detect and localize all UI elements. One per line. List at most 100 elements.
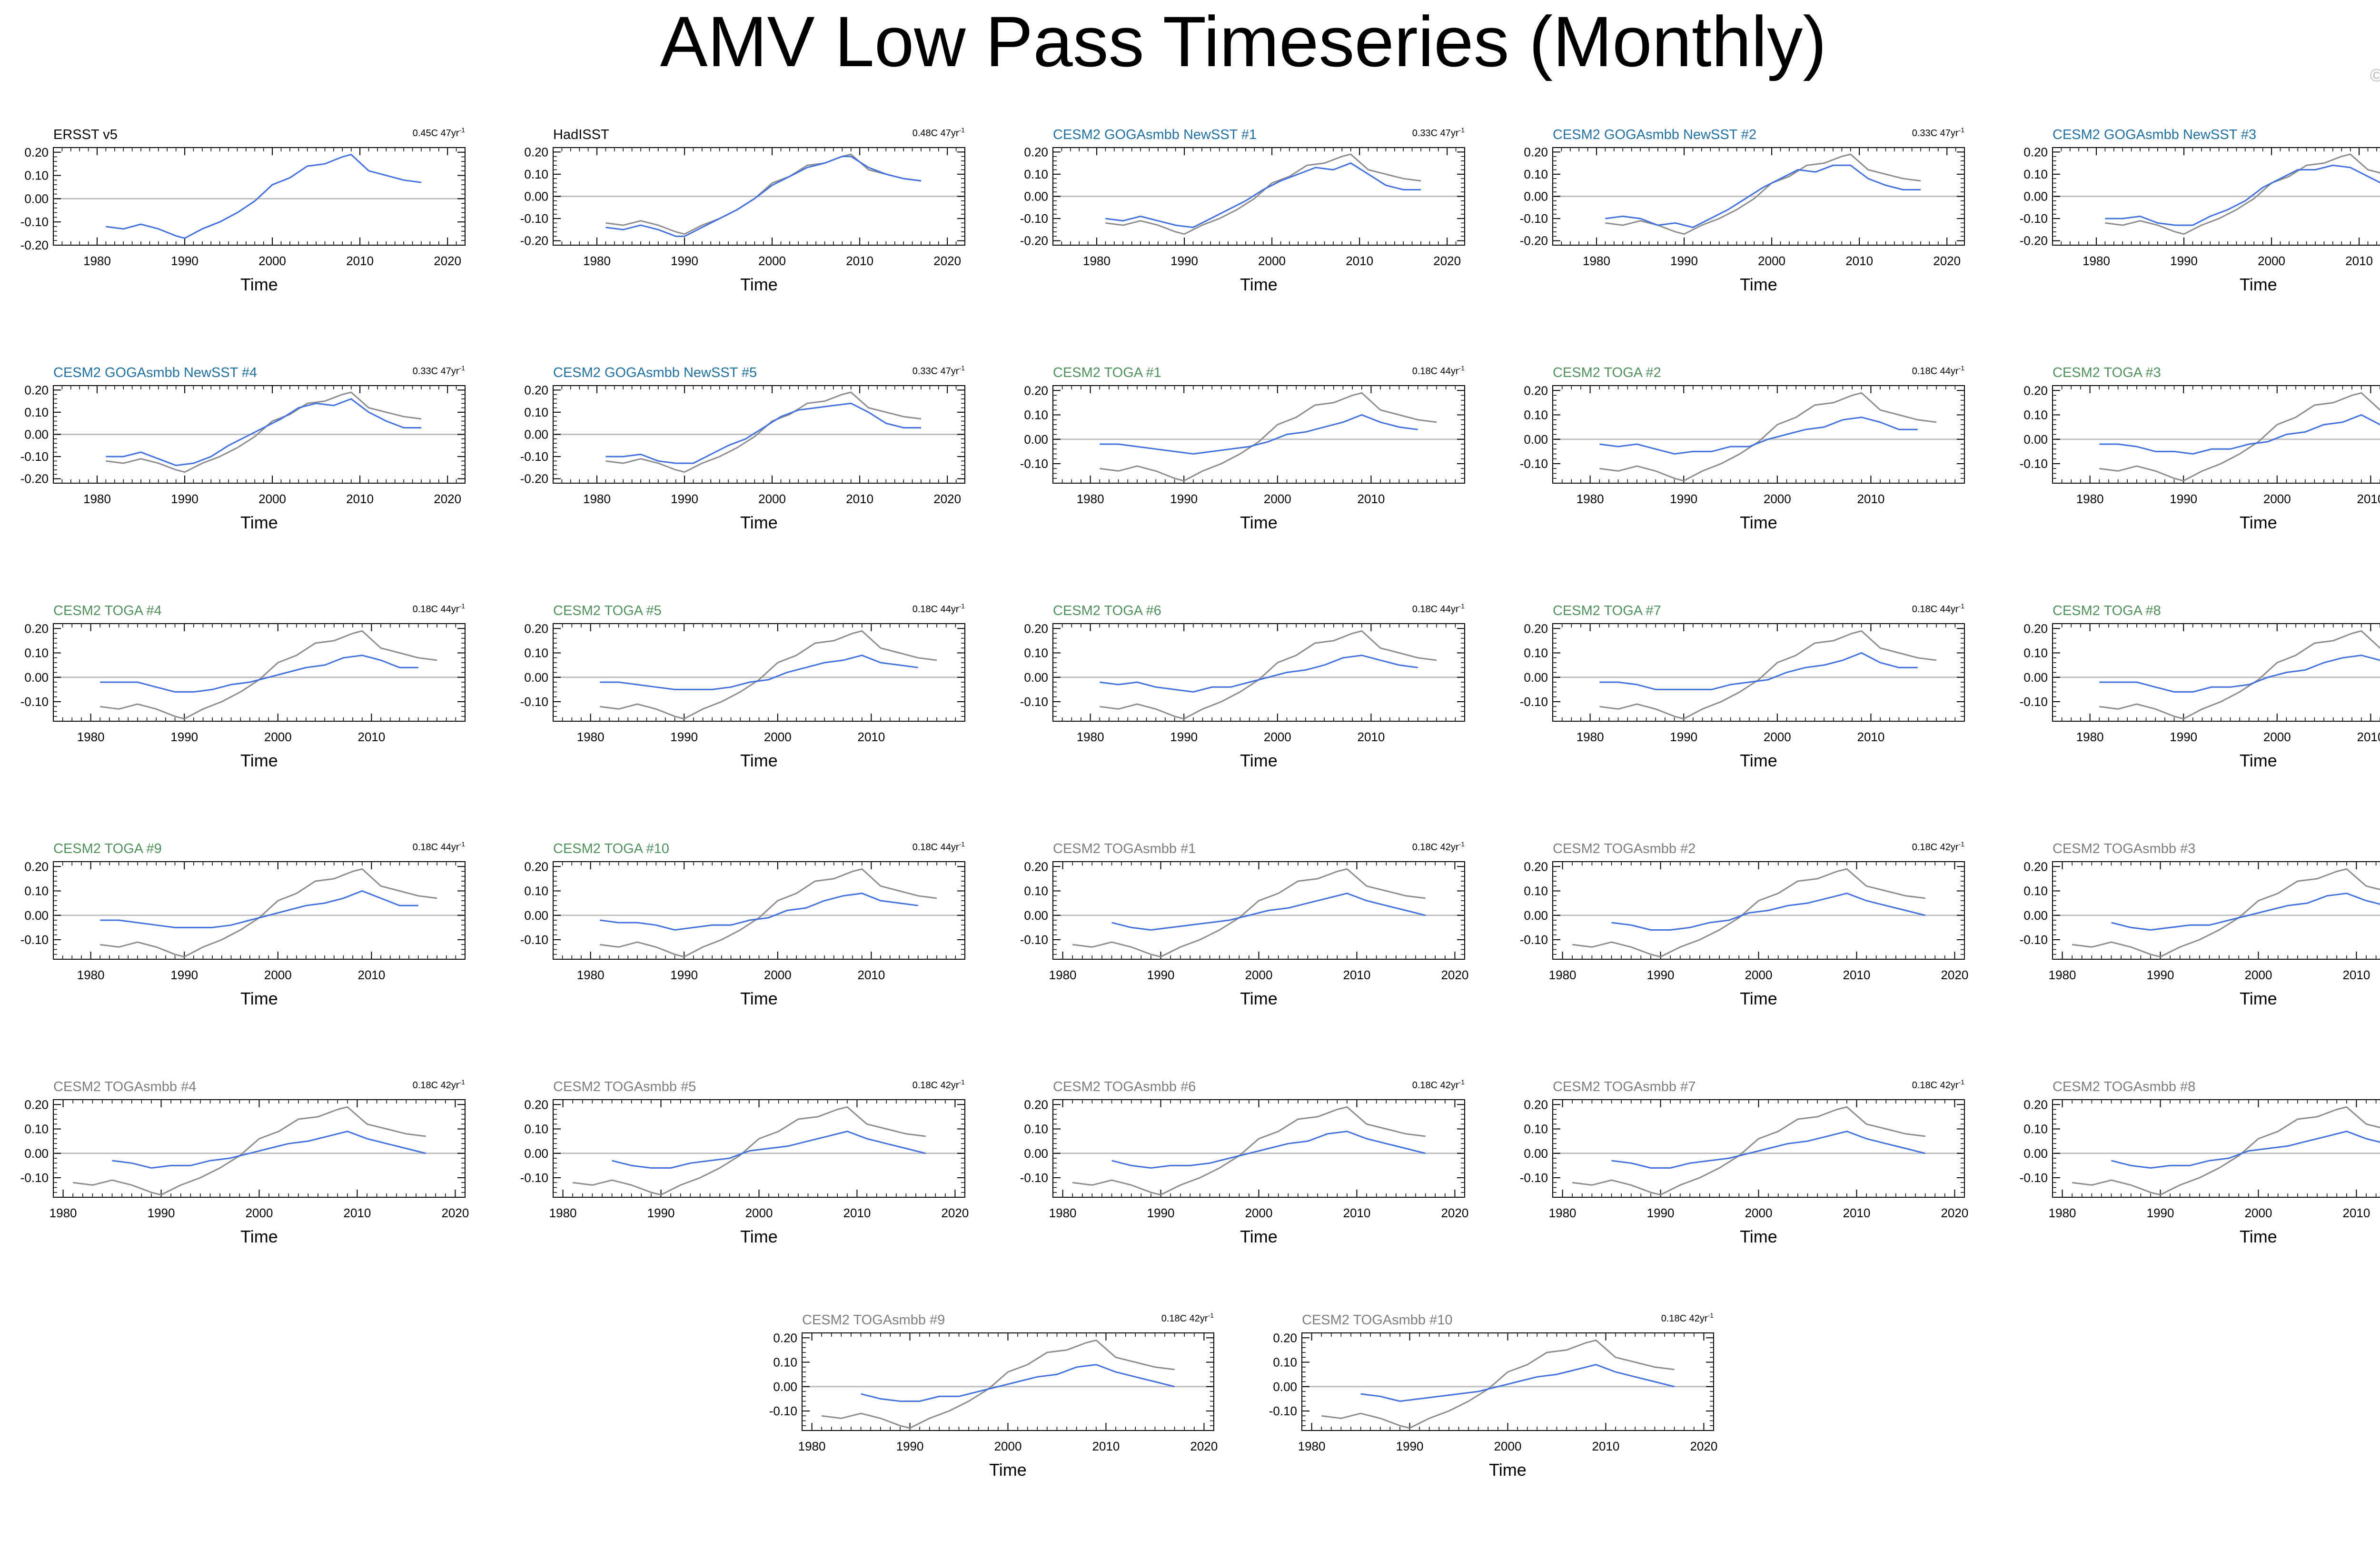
x-axis-label: Time	[2240, 1227, 2277, 1246]
y-tick-label: -0.20	[520, 234, 548, 248]
x-tick-label: 2000	[2245, 1206, 2272, 1220]
x-axis-label: Time	[1740, 989, 1777, 1008]
y-tick-label: 0.20	[1524, 1097, 1548, 1112]
trend-exponent: -1	[1459, 126, 1465, 134]
reference-series-line	[1599, 392, 1937, 482]
panel-trend: 0.18C 44yr-1	[1412, 602, 1465, 615]
x-tick-label: 1990	[171, 254, 198, 268]
x-tick-label: 2010	[2357, 730, 2380, 744]
x-tick-label: 1990	[1170, 254, 1198, 268]
y-tick-label: 0.20	[1273, 1331, 1297, 1345]
x-tick-label: 1980	[583, 492, 611, 506]
data-series-line	[1100, 414, 1418, 455]
x-tick-label: 1990	[2170, 730, 2197, 744]
y-tick-label: 0.00	[773, 1380, 797, 1394]
trend-exponent: -1	[959, 364, 965, 372]
y-tick-label: 0.10	[524, 167, 548, 181]
x-tick-label: 1980	[83, 492, 111, 506]
data-series-line	[100, 890, 418, 928]
y-tick-label: -0.20	[20, 472, 49, 486]
x-tick-label: 1980	[2076, 730, 2104, 744]
x-tick-label: 1990	[1670, 492, 1697, 506]
panel-label: CESM2 TOGA #10	[553, 841, 669, 856]
plot-frame	[553, 861, 965, 960]
chart-panel: 1980 1990 2000 2010 -0.10 0.00 0.10 0.20 Time CES…	[20, 840, 466, 1008]
panel-label: CESM2 TOGAsmbb #10	[1302, 1312, 1452, 1328]
x-tick-label: 1980	[1549, 1206, 1577, 1220]
x-axis-label: Time	[1740, 513, 1777, 532]
chart-panel: 1980 1990 2000 2010 -0.10 0.00 0.10 0.20 Time CES…	[1020, 364, 1465, 532]
x-tick-label: 2010	[1592, 1439, 1620, 1453]
x-axis-label: Time	[740, 751, 778, 770]
panel-label: CESM2 GOGAsmbb NewSST #4	[53, 365, 257, 380]
x-axis-label: Time	[2240, 513, 2277, 532]
panel-label: CESM2 GOGAsmbb NewSST #5	[553, 365, 757, 380]
data-series-line	[2111, 893, 2380, 931]
y-tick-label: 0.10	[2023, 1122, 2048, 1136]
y-tick-label: -0.10	[2020, 1171, 2048, 1185]
x-tick-label: 2020	[1933, 254, 1961, 268]
plot-frame	[53, 147, 466, 246]
x-tick-label: 2010	[857, 968, 885, 982]
x-axis-label: Time	[1740, 275, 1777, 294]
x-tick-label: 2020	[1441, 968, 1468, 982]
x-axis-label: Time	[240, 275, 278, 294]
y-tick-label: -0.10	[1269, 1404, 1297, 1418]
y-tick-label: 0.00	[1024, 189, 1048, 204]
x-tick-label: 2010	[344, 1206, 371, 1220]
trend-exponent: -1	[459, 126, 466, 134]
y-tick-label: 0.10	[24, 1122, 49, 1136]
data-series-line	[2099, 655, 2380, 693]
panel-trend: 0.18C 44yr-1	[413, 602, 466, 615]
data-series-line	[2099, 414, 2380, 455]
x-tick-label: 1980	[577, 730, 605, 744]
panel-trend: 0.48C 47yr-1	[912, 126, 965, 139]
x-tick-label: 2010	[1843, 968, 1871, 982]
y-tick-label: 0.20	[2023, 145, 2048, 159]
panel-trend: 0.33C 47yr-1	[1412, 126, 1465, 139]
x-tick-label: 1990	[1647, 1206, 1675, 1220]
reference-series-line	[1100, 630, 1437, 720]
x-tick-label: 1990	[148, 1206, 175, 1220]
data-series-line	[2111, 1131, 2380, 1169]
y-tick-label: -0.20	[1020, 234, 1048, 248]
x-tick-label: 2000	[2245, 968, 2272, 982]
trend-exponent: -1	[959, 602, 965, 610]
trend-exponent: -1	[1459, 840, 1465, 848]
panel-trend: 0.18C 44yr-1	[912, 602, 965, 615]
x-tick-label: 2000	[258, 492, 286, 506]
y-tick-label: 0.00	[1024, 1146, 1048, 1161]
x-tick-label: 2010	[2343, 968, 2370, 982]
y-tick-label: 0.10	[2023, 884, 2048, 898]
x-tick-label: 2020	[933, 492, 961, 506]
x-tick-label: 2000	[264, 730, 292, 744]
panel-trend: 0.18C 42yr-1	[1661, 1312, 1714, 1324]
x-tick-label: 2010	[1346, 254, 1373, 268]
data-series-line	[1599, 652, 1918, 690]
x-axis-label: Time	[240, 1227, 278, 1246]
x-tick-label: 1990	[2170, 254, 2198, 268]
y-tick-label: -0.10	[1020, 1171, 1048, 1185]
x-tick-label: 2000	[1764, 730, 1791, 744]
y-tick-label: 0.20	[524, 859, 548, 874]
y-tick-label: -0.10	[20, 1171, 49, 1185]
reference-series-line	[600, 630, 937, 720]
x-tick-label: 2020	[1433, 254, 1461, 268]
x-tick-label: 2020	[441, 1206, 469, 1220]
y-tick-label: 0.00	[24, 191, 49, 206]
y-tick-label: 0.20	[24, 1097, 49, 1112]
panel-trend: 0.18C 44yr-1	[1912, 364, 1965, 377]
chart-panel: 19801990200020102020-0.100.000.100.20Tim…	[2020, 841, 2380, 1008]
y-tick-label: 0.20	[1024, 383, 1048, 397]
panel-trend: 0.18C 42yr-1	[413, 1078, 466, 1091]
panel-trend: 0.33C 47yr-1	[1912, 126, 1965, 139]
y-tick-label: -0.20	[20, 238, 49, 252]
y-tick-label: -0.10	[20, 933, 49, 947]
x-tick-label: 2010	[2343, 1206, 2370, 1220]
x-tick-label: 1990	[170, 730, 198, 744]
y-tick-label: 0.10	[24, 884, 49, 898]
chart-panel: 1980 1990 2000 2010 2020 -0.20 -0.10 0.00 0.10 0.…	[520, 126, 965, 294]
reference-series-line	[1072, 868, 1426, 958]
x-tick-label: 2000	[258, 254, 286, 268]
